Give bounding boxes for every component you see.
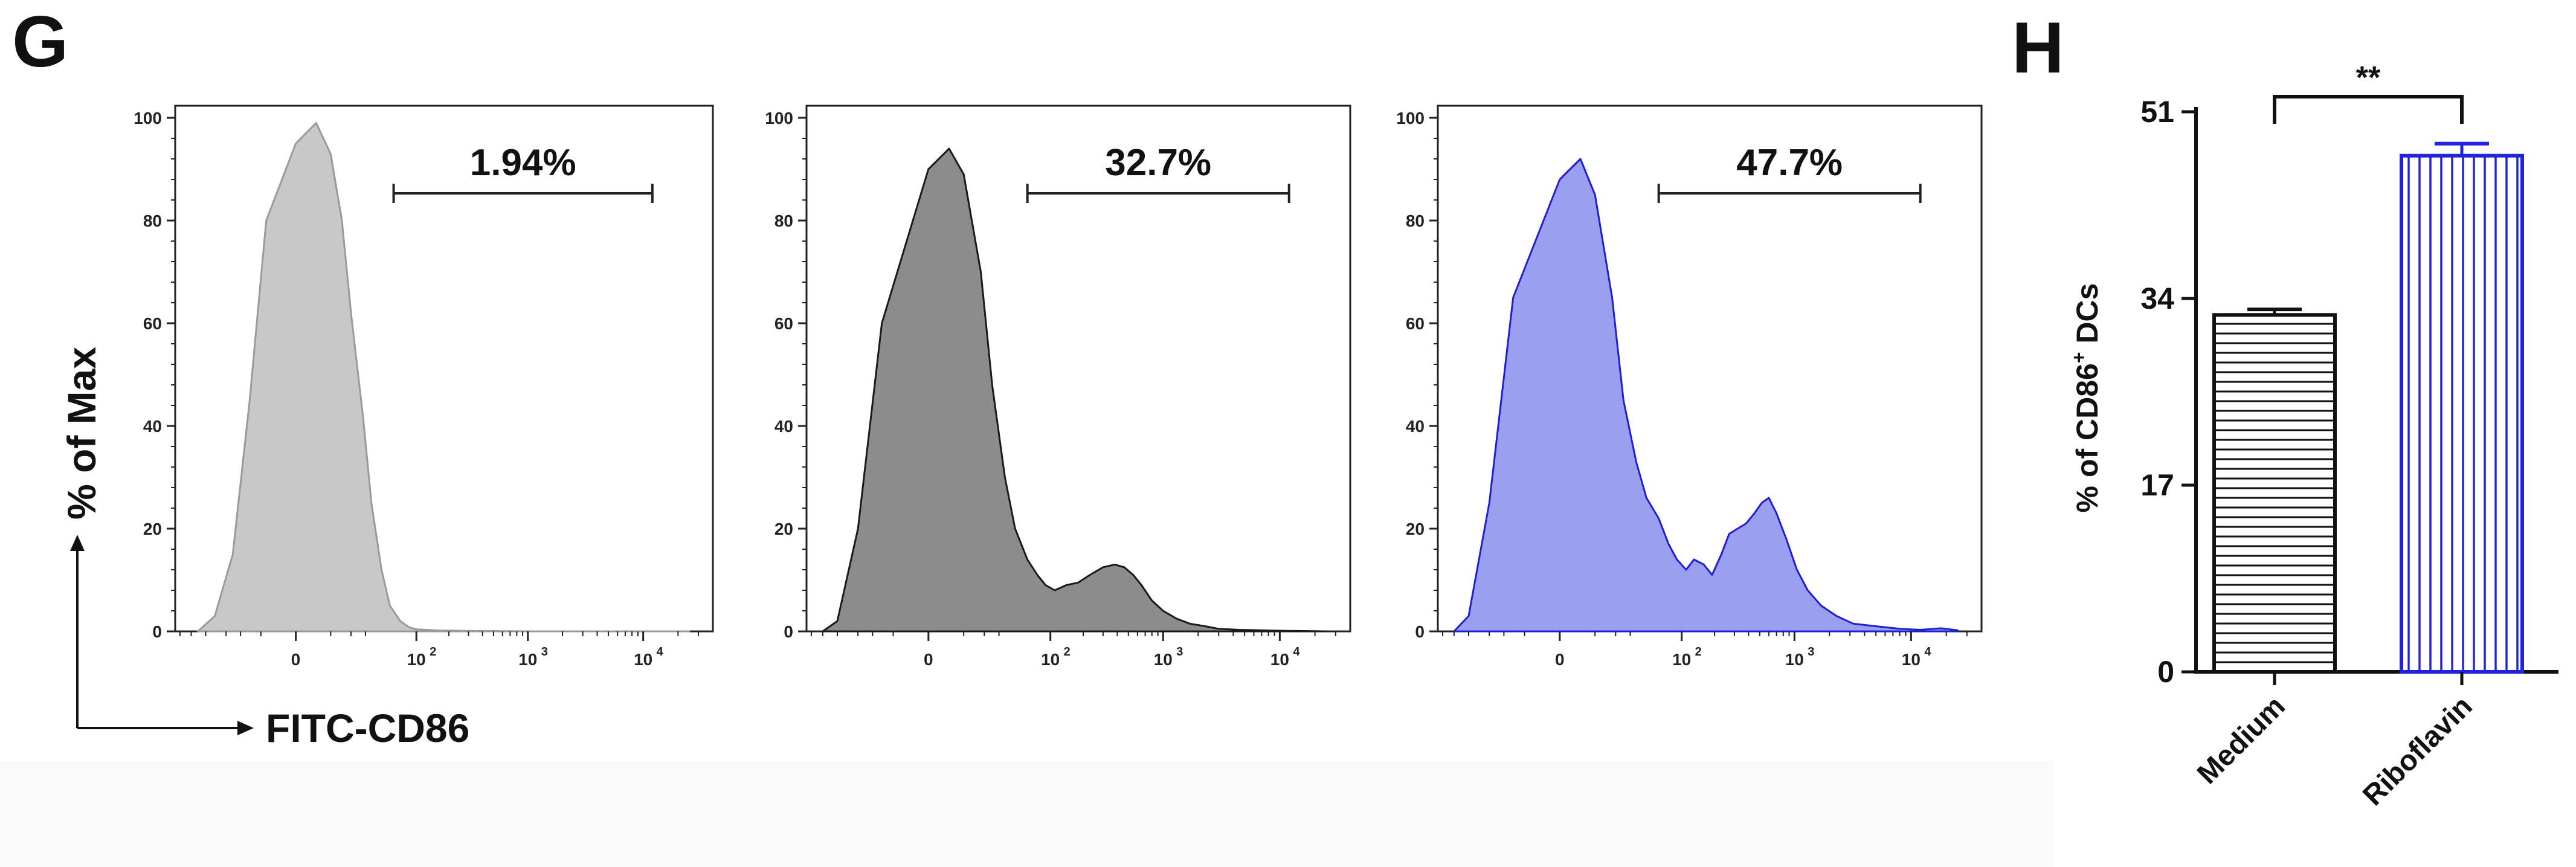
- x-tick-label: 10: [1270, 650, 1289, 669]
- y-tick-label: 0: [784, 622, 793, 641]
- x-tick-label: 10: [1902, 650, 1921, 669]
- y-tick-label: 0: [152, 622, 162, 641]
- histogram-area: [197, 122, 691, 633]
- x-tick-exponent: 3: [541, 645, 548, 659]
- x-tick-exponent: 4: [657, 645, 664, 659]
- y-tick-label: 80: [1406, 211, 1425, 230]
- y-tick-label: 60: [1406, 314, 1425, 333]
- bar-y-tick-label: 34: [2140, 282, 2174, 315]
- bar-category-label: Riboflavin: [2357, 690, 2479, 812]
- y-tick-label: 100: [1396, 109, 1425, 127]
- y-tick-label: 60: [143, 314, 162, 333]
- x-tick-exponent: 2: [1064, 645, 1071, 659]
- bar-y-tick-label: 0: [2157, 655, 2174, 689]
- x-tick-exponent: 2: [1695, 645, 1702, 659]
- x-tick-label: 10: [1154, 650, 1173, 669]
- y-tick-label: 40: [1406, 417, 1425, 436]
- x-tick-exponent: 3: [1808, 645, 1814, 659]
- x-tick-exponent: 2: [430, 645, 436, 659]
- x-tick-exponent: 4: [1293, 645, 1300, 659]
- y-axis-title: % of Max: [59, 347, 104, 520]
- x-tick-label: 0: [291, 650, 301, 669]
- x-tick-label: 0: [1555, 650, 1565, 669]
- x-tick-label: 10: [1785, 650, 1804, 669]
- significance-stars: **: [2356, 60, 2381, 95]
- y-tick-label: 40: [143, 417, 162, 436]
- y-tick-label: 40: [774, 417, 793, 436]
- gate-percentage-label: 47.7%: [1736, 142, 1843, 184]
- bar-y-title-prefix: % of CD86: [2070, 363, 2104, 512]
- gate-percentage-label: 1.94%: [470, 142, 576, 184]
- x-tick-label: 0: [924, 650, 933, 669]
- bar: [2400, 153, 2524, 674]
- x-tick-label: 10: [407, 650, 426, 669]
- panel-letter-g: G: [12, 1, 68, 82]
- bar-chart-cd86: 0 17 34 51 % of CD86+ DCs Medium Riboflavin **: [2068, 60, 2558, 812]
- x-tick-label: 10: [1041, 650, 1060, 669]
- bar-y-title-suffix: DCs: [2070, 283, 2104, 352]
- bar-y-axis-title: % of CD86+ DCs: [2068, 283, 2104, 513]
- axis-direction-arrows: [70, 535, 254, 735]
- bottom-background-strip: [0, 761, 2054, 867]
- y-tick-label: 20: [774, 520, 793, 538]
- significance-bracket: [2273, 95, 2464, 124]
- bar: [2212, 313, 2337, 674]
- x-axis-title: FITC-CD86: [266, 706, 469, 750]
- histogram-area: [1453, 158, 1959, 633]
- y-tick-label: 100: [765, 109, 793, 127]
- histogram-medium-control: 0 20 40 60 80 100 0 10 2 10 3 10 4 1.94%: [134, 105, 714, 669]
- y-tick-label: 60: [774, 314, 793, 333]
- bar-y-tick-label: 51: [2140, 95, 2174, 129]
- y-tick-label: 20: [1406, 520, 1425, 538]
- y-tick-label: 100: [134, 109, 162, 127]
- bar-y-title-superscript: +: [2068, 352, 2090, 363]
- y-tick-label: 80: [774, 211, 793, 230]
- x-tick-label: 10: [518, 650, 537, 669]
- bar-category-label: Medium: [2191, 690, 2291, 790]
- x-tick-label: 10: [1672, 650, 1691, 669]
- x-tick-label: 10: [634, 650, 652, 669]
- gate-percentage-label: 32.7%: [1105, 142, 1211, 184]
- bar-y-tick-label: 17: [2140, 468, 2174, 502]
- y-tick-label: 20: [143, 520, 162, 538]
- y-tick-label: 0: [1415, 622, 1425, 641]
- panel-letter-h: H: [2012, 7, 2064, 88]
- x-tick-exponent: 3: [1176, 645, 1183, 659]
- y-tick-label: 80: [143, 211, 162, 230]
- x-tick-exponent: 4: [1924, 645, 1931, 659]
- histogram-area: [822, 147, 1327, 633]
